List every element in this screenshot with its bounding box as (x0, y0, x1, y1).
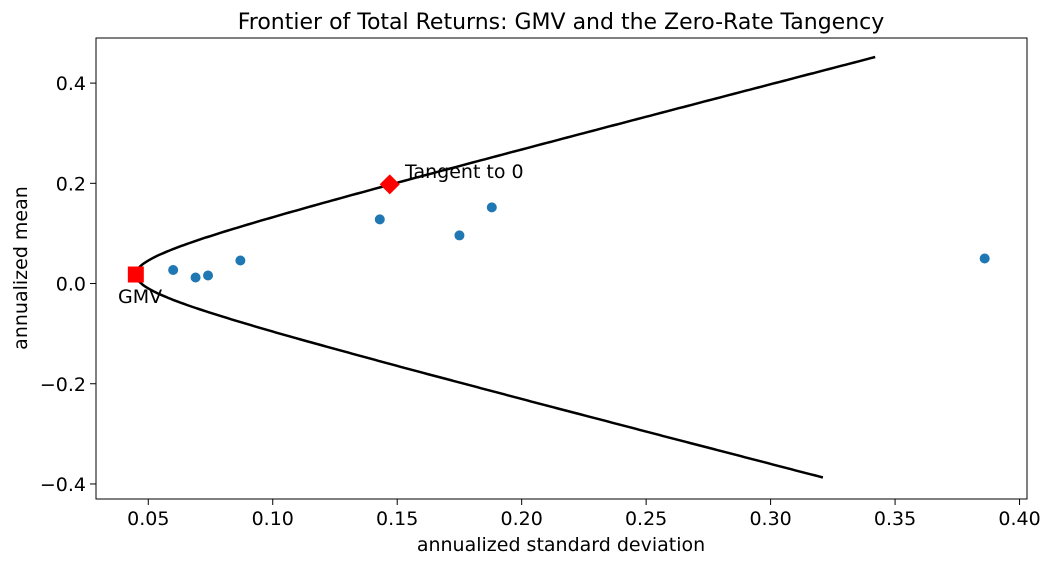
asset-points (168, 202, 990, 283)
tangency-marker (379, 174, 400, 195)
x-tick-label: 0.05 (127, 508, 169, 530)
asset-point (374, 214, 385, 225)
plot-frame (95, 37, 1028, 500)
y-tick-label: −0.4 (40, 474, 86, 496)
highlight-markers (127, 174, 400, 283)
y-tick-label: 0.2 (56, 173, 86, 195)
asset-point (454, 230, 465, 241)
asset-point (486, 202, 497, 213)
x-tick-label: 0.30 (749, 508, 791, 530)
frontier-curve (134, 55, 876, 479)
x-tick-label: 0.40 (998, 508, 1040, 530)
x-tick-label: 0.35 (874, 508, 916, 530)
asset-point (203, 270, 214, 281)
asset-point (979, 253, 990, 264)
y-tick-label: 0.4 (56, 73, 86, 95)
x-axis-ticks: 0.05 0.10 0.15 0.20 0.25 0.30 0.35 0.40 (127, 499, 1041, 530)
y-tick-label: 0.0 (56, 274, 86, 296)
x-tick-label: 0.15 (376, 508, 418, 530)
x-tick-label: 0.10 (252, 508, 294, 530)
x-tick-label: 0.20 (501, 508, 543, 530)
asset-point (168, 265, 179, 276)
y-axis-ticks: −0.4 −0.2 0.0 0.2 0.4 (40, 73, 96, 496)
gmv-label: GMV (118, 286, 162, 308)
x-tick-label: 0.25 (625, 508, 667, 530)
plot-area (95, 37, 1028, 500)
chart-title: Frontier of Total Returns: GMV and the Z… (238, 10, 885, 35)
y-axis-label: annualized mean (10, 186, 32, 350)
frontier-layer (134, 55, 876, 479)
gmv-marker (127, 266, 144, 283)
tangency-label: Tangent to 0 (404, 161, 524, 183)
asset-point (190, 272, 201, 283)
asset-point (235, 255, 246, 266)
x-axis-label: annualized standard deviation (417, 534, 705, 556)
y-tick-label: −0.2 (40, 374, 86, 396)
